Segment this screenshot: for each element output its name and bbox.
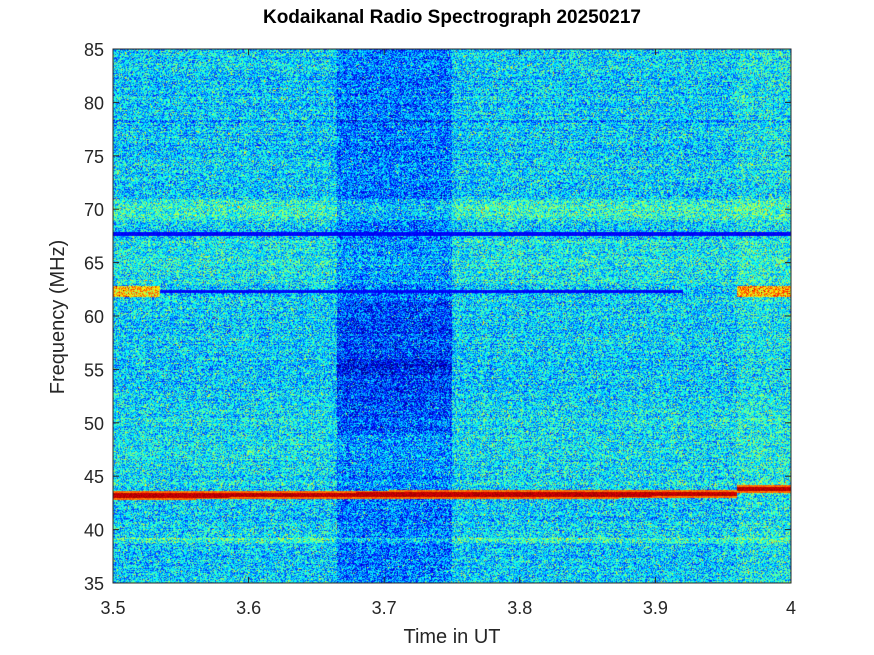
x-axis-label: Time in UT bbox=[403, 626, 500, 648]
y-tick-label: 75 bbox=[84, 147, 104, 167]
x-tick-label: 4 bbox=[786, 598, 796, 618]
x-axis: 3.5 3.6 3.7 3.8 3.9 4 bbox=[100, 49, 796, 618]
y-tick-label: 35 bbox=[84, 574, 104, 594]
chart-title: Kodaikanal Radio Spectrograph 20250217 bbox=[263, 7, 641, 28]
x-tick-label: 3.8 bbox=[507, 598, 532, 618]
y-axis: 35 40 45 50 55 60 65 70 75 80 85 bbox=[84, 40, 791, 594]
y-tick-label: 40 bbox=[84, 521, 104, 541]
y-axis-label: Frequency (MHz) bbox=[47, 240, 69, 394]
y-tick-label: 80 bbox=[84, 93, 104, 113]
y-tick-label: 45 bbox=[84, 467, 104, 487]
x-tick-label: 3.5 bbox=[100, 598, 125, 618]
x-tick-label: 3.9 bbox=[643, 598, 668, 618]
y-tick-label: 60 bbox=[84, 307, 104, 327]
y-tick-label: 50 bbox=[84, 414, 104, 434]
x-tick-label: 3.6 bbox=[236, 598, 261, 618]
y-tick-label: 85 bbox=[84, 40, 104, 60]
spectrogram-image bbox=[113, 49, 791, 583]
plot-area-border bbox=[112, 48, 792, 584]
y-tick-label: 70 bbox=[84, 200, 104, 220]
y-tick-label: 55 bbox=[84, 360, 104, 380]
x-tick-label: 3.7 bbox=[372, 598, 397, 618]
y-tick-label: 65 bbox=[84, 254, 104, 274]
